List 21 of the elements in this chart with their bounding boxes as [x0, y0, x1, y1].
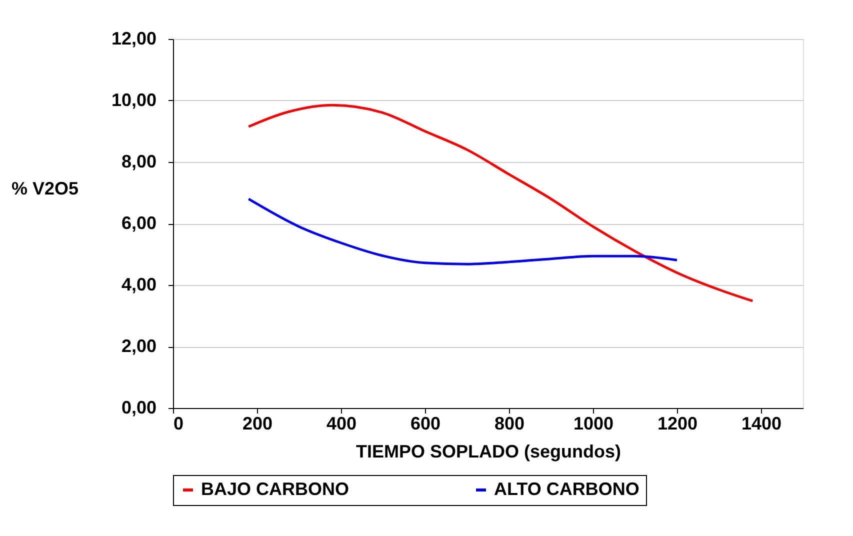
x-tick-label: 800 — [494, 414, 525, 434]
y-tick-label: 2,00 — [121, 336, 156, 356]
y-tick-label: 10,00 — [111, 90, 156, 110]
x-tick-label: 200 — [242, 414, 273, 434]
line-series — [247, 198, 678, 266]
x-tick-label: 1200 — [657, 414, 698, 434]
x-tick-label: 1400 — [741, 414, 782, 434]
x-axis-title: TIEMPO SOPLADO (segundos) — [356, 442, 622, 462]
y-axis-title: % V2O5 — [11, 178, 78, 198]
y-tick-label: 8,00 — [121, 152, 156, 172]
x-tick-label: 0 — [174, 414, 184, 434]
y-tick-label: 0,00 — [121, 398, 156, 418]
y-tick-label: 4,00 — [121, 274, 156, 294]
x-tick-label: 400 — [326, 414, 357, 434]
legend-label: BAJO CARBONO — [201, 479, 350, 499]
x-tick-label: 1000 — [573, 414, 614, 434]
y-tick-label: 6,00 — [121, 213, 156, 233]
legend-label: ALTO CARBONO — [494, 479, 640, 499]
y-tick-label: 12,00 — [111, 28, 156, 48]
x-tick-label: 600 — [410, 414, 441, 434]
line-series — [247, 104, 754, 302]
